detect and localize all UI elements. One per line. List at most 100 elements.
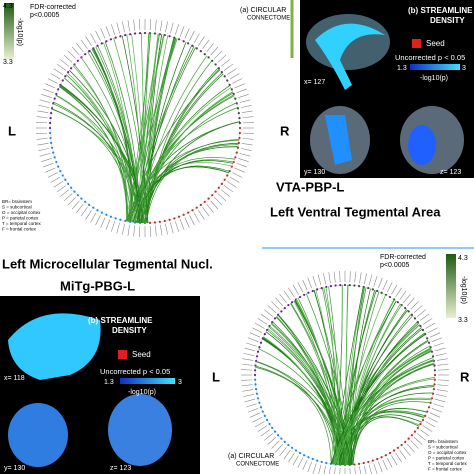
node xyxy=(392,449,396,452)
panel-title: DENSITY xyxy=(112,326,147,335)
node-label xyxy=(239,153,251,157)
node-label xyxy=(391,284,398,295)
node xyxy=(273,430,277,433)
node xyxy=(238,126,242,130)
node xyxy=(64,75,67,78)
colorbar-min: 3.3 xyxy=(3,59,13,66)
node-label xyxy=(43,88,54,94)
node xyxy=(290,446,294,449)
node-label xyxy=(427,327,438,334)
node-label xyxy=(198,36,205,46)
node-label xyxy=(36,132,48,135)
node xyxy=(55,92,58,96)
node xyxy=(287,443,290,447)
node-label xyxy=(364,273,367,285)
node xyxy=(265,418,269,422)
node-label xyxy=(241,384,253,387)
node xyxy=(254,378,257,381)
tract xyxy=(8,313,101,380)
node-label xyxy=(382,279,388,291)
node-label xyxy=(234,167,245,173)
node-label xyxy=(170,222,174,234)
node xyxy=(114,217,117,220)
node xyxy=(376,457,379,461)
node xyxy=(271,426,274,430)
connection xyxy=(144,121,240,224)
node-label xyxy=(232,78,243,84)
connection xyxy=(306,293,354,465)
node xyxy=(283,307,286,310)
node xyxy=(230,88,233,91)
note: p<0.0005 xyxy=(380,262,409,269)
node xyxy=(316,459,319,462)
node-label xyxy=(47,172,58,178)
panel-label: (a) CIRCULAR xyxy=(240,7,286,14)
node xyxy=(148,221,152,224)
colorbar xyxy=(446,254,456,318)
node xyxy=(207,197,210,200)
node-label xyxy=(242,358,254,361)
node xyxy=(177,38,181,41)
node xyxy=(76,59,79,62)
legend-text: P = parietal cortex xyxy=(428,456,465,461)
node xyxy=(226,174,229,177)
node-label xyxy=(111,221,116,232)
node xyxy=(76,194,79,197)
node-label xyxy=(417,433,427,441)
node xyxy=(380,456,383,459)
node-label xyxy=(422,425,433,432)
node-label xyxy=(105,26,111,37)
node-label xyxy=(257,318,268,325)
node xyxy=(238,136,241,140)
node xyxy=(52,151,55,154)
node xyxy=(357,285,361,288)
node-label xyxy=(254,322,265,329)
slice: y= 130 xyxy=(4,465,25,472)
connection xyxy=(294,300,350,465)
colorbar-max: 3 xyxy=(462,65,466,72)
node-label xyxy=(247,408,259,413)
node xyxy=(228,83,231,86)
node xyxy=(429,346,432,349)
node-label xyxy=(302,279,308,291)
node xyxy=(307,291,310,294)
colorbar-min: 3.3 xyxy=(458,317,468,324)
node-label xyxy=(170,22,174,34)
panel-label: CONNECTOME xyxy=(236,462,279,468)
colorbar-max: 4.3 xyxy=(3,3,13,10)
side-label: L xyxy=(212,369,220,384)
legend-text: Seed xyxy=(132,350,151,359)
connection xyxy=(346,414,422,466)
node-label xyxy=(279,293,287,303)
connection xyxy=(350,401,431,465)
tract xyxy=(315,23,385,90)
tract xyxy=(8,403,68,467)
node xyxy=(238,121,241,125)
connection xyxy=(146,37,175,223)
node-label xyxy=(433,403,445,408)
node xyxy=(421,328,425,332)
node xyxy=(255,387,258,391)
node xyxy=(220,182,223,185)
node-label xyxy=(50,73,61,80)
node xyxy=(303,454,306,457)
node xyxy=(187,211,190,214)
node xyxy=(64,178,67,181)
node xyxy=(427,406,431,409)
node xyxy=(57,88,60,91)
connection xyxy=(53,103,142,223)
node xyxy=(53,97,56,100)
node-label xyxy=(214,50,223,59)
node-label xyxy=(317,274,322,286)
node xyxy=(261,410,264,413)
node-label xyxy=(133,225,136,237)
node xyxy=(220,71,223,74)
node-label xyxy=(39,99,51,103)
node xyxy=(283,440,286,443)
node xyxy=(404,440,407,443)
node xyxy=(109,215,113,218)
node-label xyxy=(63,54,73,63)
node xyxy=(396,301,400,304)
node xyxy=(353,463,356,466)
